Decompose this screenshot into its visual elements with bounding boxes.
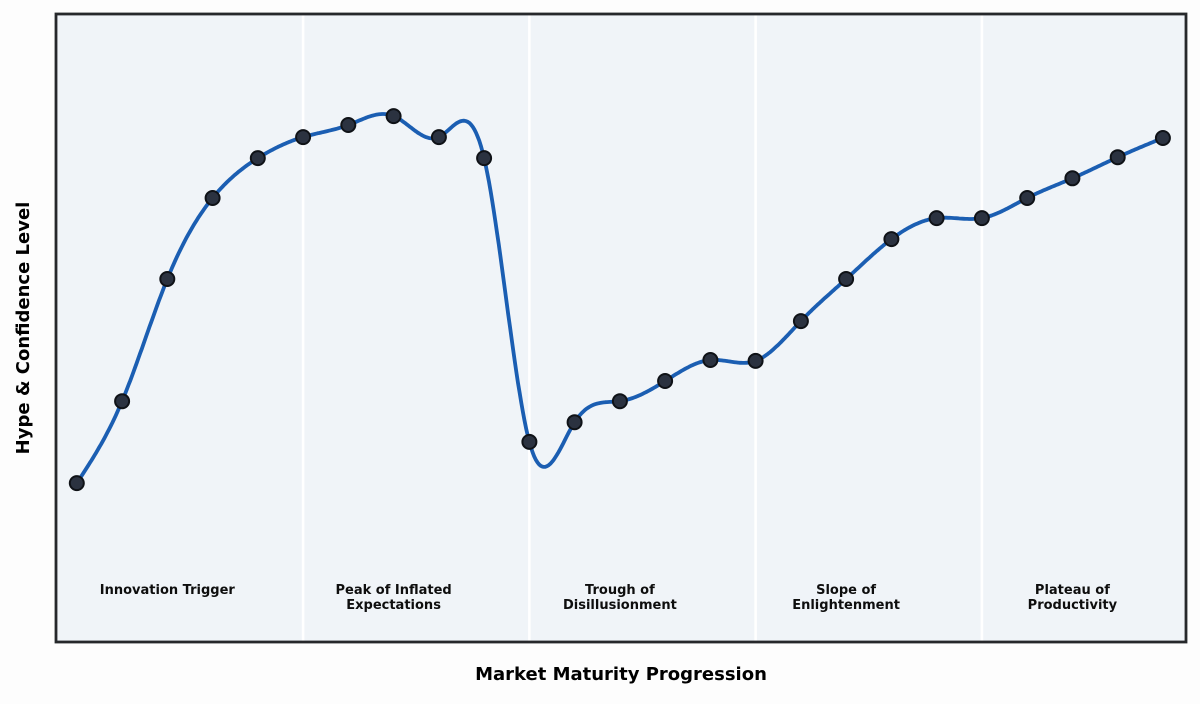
phase-label-innovation-trigger: Innovation Trigger xyxy=(100,583,236,598)
data-point xyxy=(249,150,266,167)
data-point xyxy=(702,352,719,368)
y-axis-title: Hype & Confidence Level xyxy=(13,202,34,455)
data-point-markers xyxy=(68,108,1171,492)
data-point xyxy=(159,271,176,287)
phase-dividers xyxy=(301,15,984,641)
data-point xyxy=(114,393,131,410)
data-point xyxy=(1154,130,1171,146)
data-point xyxy=(1109,149,1126,166)
data-point xyxy=(611,393,628,410)
data-point xyxy=(385,108,402,125)
phase-label-slope-of-enlightenment: Slope of Enlightenment xyxy=(792,583,900,613)
data-point xyxy=(1019,190,1036,206)
data-point xyxy=(68,475,85,492)
data-point xyxy=(657,373,674,389)
data-point xyxy=(566,414,583,431)
phase-label-plateau-of-productivity: Plateau of Productivity xyxy=(1028,583,1118,613)
plot-area xyxy=(56,14,1186,642)
phase-label-trough-of-disillusionment: Trough of Disillusionment xyxy=(563,583,677,613)
data-point xyxy=(521,433,538,450)
data-point xyxy=(476,150,493,167)
data-point xyxy=(792,313,809,330)
data-point xyxy=(204,190,221,206)
data-point xyxy=(973,210,990,227)
data-point xyxy=(340,117,357,133)
data-point xyxy=(838,271,855,287)
data-point xyxy=(1064,170,1081,187)
data-point xyxy=(883,231,900,248)
data-point xyxy=(747,352,764,369)
x-axis-title: Market Maturity Progression xyxy=(475,664,767,685)
data-point xyxy=(928,210,945,227)
phase-label-peak-of-inflated-expectations: Peak of Inflated Expectations xyxy=(335,583,451,613)
data-point xyxy=(295,129,312,146)
plot-border xyxy=(54,12,1188,644)
phase-labels: Innovation Trigger Peak of Inflated Expect… xyxy=(100,583,1118,613)
data-point xyxy=(430,129,447,146)
